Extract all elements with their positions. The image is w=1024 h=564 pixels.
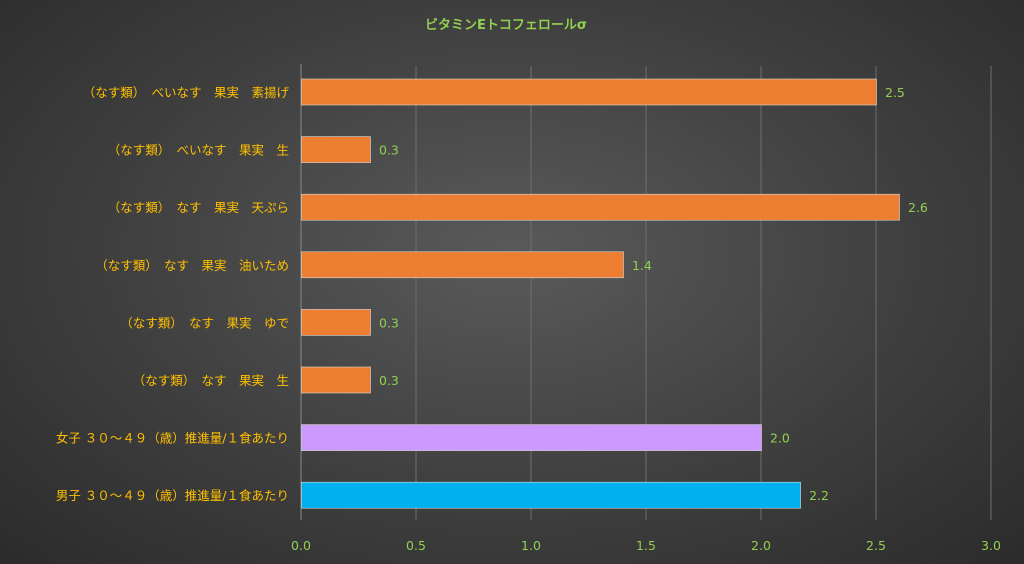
category-label: （なす類） なす 果実 生 bbox=[133, 373, 289, 388]
x-tick-label: 2.0 bbox=[751, 538, 771, 553]
bar bbox=[301, 193, 900, 221]
x-tick-label: 1.5 bbox=[636, 538, 656, 553]
bar bbox=[301, 481, 801, 509]
category-label: （なす類） なす 果実 ゆで bbox=[120, 315, 289, 330]
bar-value-label: 2.5 bbox=[885, 85, 905, 100]
category-label: （なす類） べいなす 果実 素揚げ bbox=[83, 85, 290, 100]
x-tick-label: 0.0 bbox=[291, 538, 311, 553]
bar bbox=[301, 366, 371, 394]
gridlines bbox=[300, 64, 992, 520]
bar-value-label: 2.6 bbox=[908, 200, 928, 215]
category-label: （なす類） なす 果実 油いため bbox=[95, 258, 289, 273]
category-label: （なす類） なす 果実 天ぷら bbox=[108, 200, 289, 215]
bar-value-label: 2.2 bbox=[809, 488, 829, 503]
bar bbox=[301, 251, 624, 279]
category-label: 男子 ３０～４９（歳）推進量/１食あたり bbox=[56, 488, 289, 503]
category-labels: （なす類） べいなす 果実 素揚げ （なす類） べいなす 果実 生 （なす類） なす… bbox=[56, 85, 290, 503]
x-axis-ticks: 0.0 0.5 1.0 1.5 2.0 2.5 3.0 bbox=[291, 538, 1001, 553]
bar bbox=[301, 78, 877, 106]
bar bbox=[301, 136, 371, 163]
bars: 2.5 0.3 2.6 1.4 0.3 0.3 2.0 2.2 bbox=[301, 78, 928, 509]
x-tick-label: 3.0 bbox=[981, 538, 1001, 553]
bar bbox=[301, 309, 371, 336]
x-tick-label: 2.5 bbox=[866, 538, 886, 553]
chart-title: ビタミンEトコフェロールσ bbox=[425, 17, 587, 33]
bar-value-label: 2.0 bbox=[770, 431, 790, 446]
bar-value-label: 0.3 bbox=[379, 143, 399, 158]
bar-value-label: 0.3 bbox=[379, 315, 399, 330]
category-label: 女子 ３０～４９（歳）推進量/１食あたり bbox=[56, 431, 289, 446]
bar-value-label: 1.4 bbox=[632, 258, 652, 273]
bar bbox=[301, 424, 762, 451]
x-tick-label: 1.0 bbox=[521, 538, 541, 553]
bar-value-label: 0.3 bbox=[379, 373, 399, 388]
x-tick-label: 0.5 bbox=[406, 538, 426, 553]
category-label: （なす類） べいなす 果実 生 bbox=[108, 143, 289, 158]
